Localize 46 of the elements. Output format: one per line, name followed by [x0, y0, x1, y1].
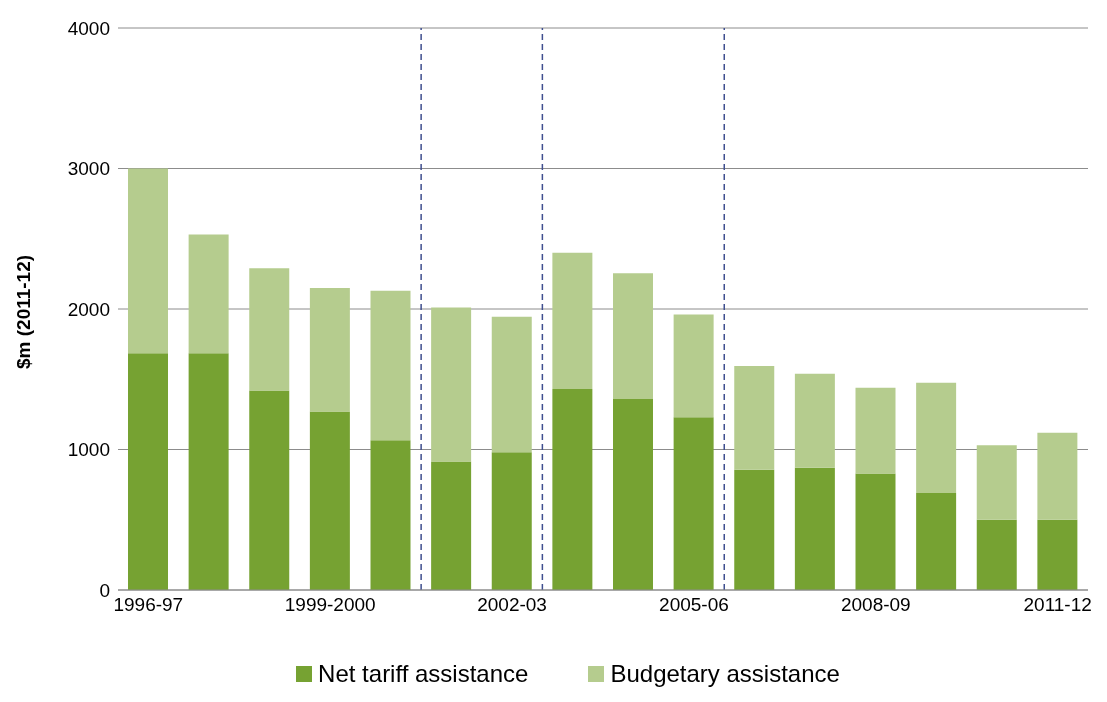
y-tick-label: 4000	[67, 17, 110, 39]
bar	[309, 287, 350, 412]
bar	[249, 390, 290, 590]
y-tick-label: 3000	[67, 158, 110, 180]
bar	[613, 398, 653, 590]
bar	[976, 445, 1017, 520]
x-tick-label: 2002-03	[477, 594, 547, 616]
x-tick-label: 2005-06	[659, 594, 729, 616]
y-axis-title: $m (2011-12)	[12, 254, 34, 369]
bar	[309, 411, 350, 590]
x-tick-label: 1999-2000	[284, 594, 376, 616]
bar	[734, 365, 775, 470]
bar	[249, 268, 290, 391]
bar	[916, 493, 957, 590]
x-tick-label: 2008-09	[840, 594, 911, 616]
bar	[491, 452, 532, 590]
bar	[128, 353, 168, 590]
x-tick-label: 1996-97	[113, 594, 184, 616]
bar	[976, 519, 1017, 590]
y-tick-label: 1000	[67, 439, 110, 461]
bar	[673, 417, 714, 590]
bar	[552, 389, 593, 590]
legend-label: Budgetary assistance	[610, 660, 840, 688]
bar	[794, 373, 835, 468]
bar	[431, 307, 472, 462]
bar	[1037, 432, 1078, 520]
bar	[431, 461, 472, 590]
bar	[370, 440, 411, 590]
x-tick-label: 2011-12	[1023, 594, 1092, 616]
bar	[916, 382, 957, 494]
bar	[855, 387, 896, 474]
bar	[673, 314, 714, 418]
legend-label: Net tariff assistance	[318, 660, 529, 688]
bar	[491, 316, 532, 453]
bar	[794, 467, 835, 590]
bar	[128, 168, 168, 354]
bar	[613, 273, 653, 399]
bar	[188, 353, 229, 590]
bar	[552, 252, 593, 390]
y-tick-label: 0	[99, 579, 110, 601]
bar	[734, 469, 775, 590]
bar	[855, 473, 896, 590]
bar	[1037, 519, 1078, 590]
y-tick-label: 2000	[67, 298, 110, 320]
bar	[188, 234, 229, 354]
bar	[370, 290, 411, 441]
